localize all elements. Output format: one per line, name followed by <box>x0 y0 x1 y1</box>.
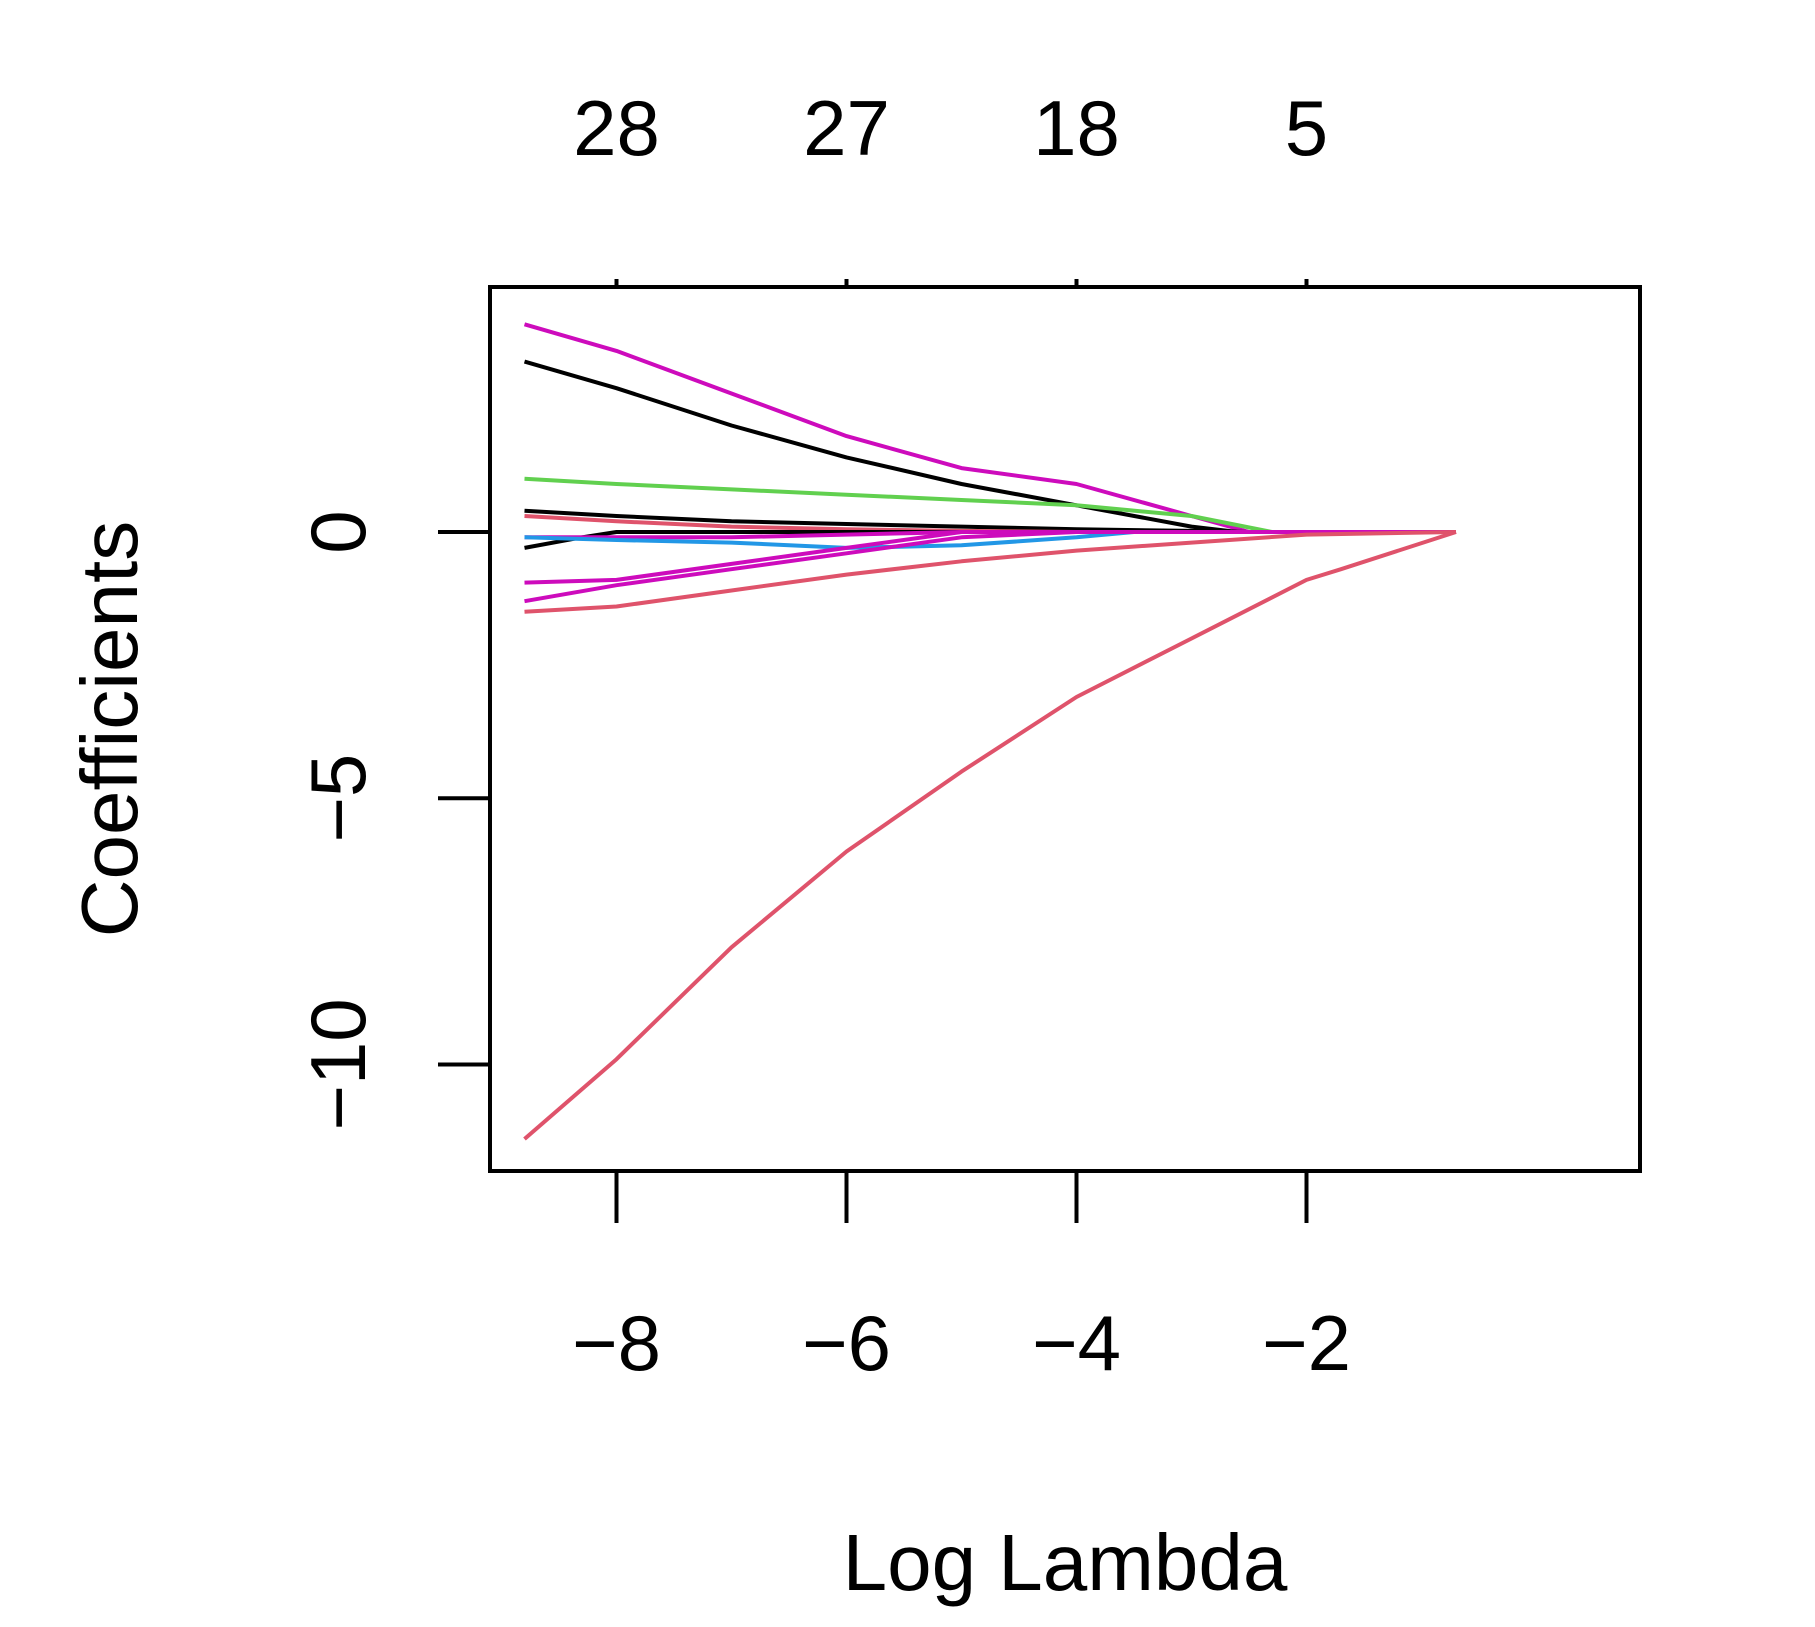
top-tick-label: 28 <box>573 84 660 172</box>
series-line-coef-green <box>524 476 1456 534</box>
y-tick-label: 0 <box>294 510 382 553</box>
series-layer <box>523 322 1457 1141</box>
y-tick-label: −10 <box>294 998 382 1130</box>
x-tick-label: −2 <box>1262 1299 1351 1387</box>
x-tick-label: −4 <box>1032 1299 1121 1387</box>
x-axis-title: Log Lambda <box>843 1518 1288 1607</box>
plot-frame <box>488 285 1642 1173</box>
y-tick-label: −5 <box>294 754 382 843</box>
top-tick-label: 27 <box>803 84 890 172</box>
series-line-coef-red-large <box>523 530 1457 1141</box>
top-tick-label: 18 <box>1033 84 1120 172</box>
y-axis-title: Coefficients <box>65 521 154 938</box>
series-line-coef-magenta-high <box>523 322 1456 534</box>
axes-layer: −8 −6 −4 −2 28 27 18 5 −10 −5 0 <box>294 84 1351 1387</box>
top-tick-label: 5 <box>1285 84 1328 172</box>
series-line-coef-black-high <box>523 359 1456 534</box>
series-line-coef-red-neg <box>524 530 1457 614</box>
series-line-coef-black-small <box>524 508 1456 534</box>
x-tick-label: −6 <box>802 1299 891 1387</box>
x-tick-label: −8 <box>572 1299 661 1387</box>
series-line-coef-magenta-neg <box>524 530 1456 604</box>
